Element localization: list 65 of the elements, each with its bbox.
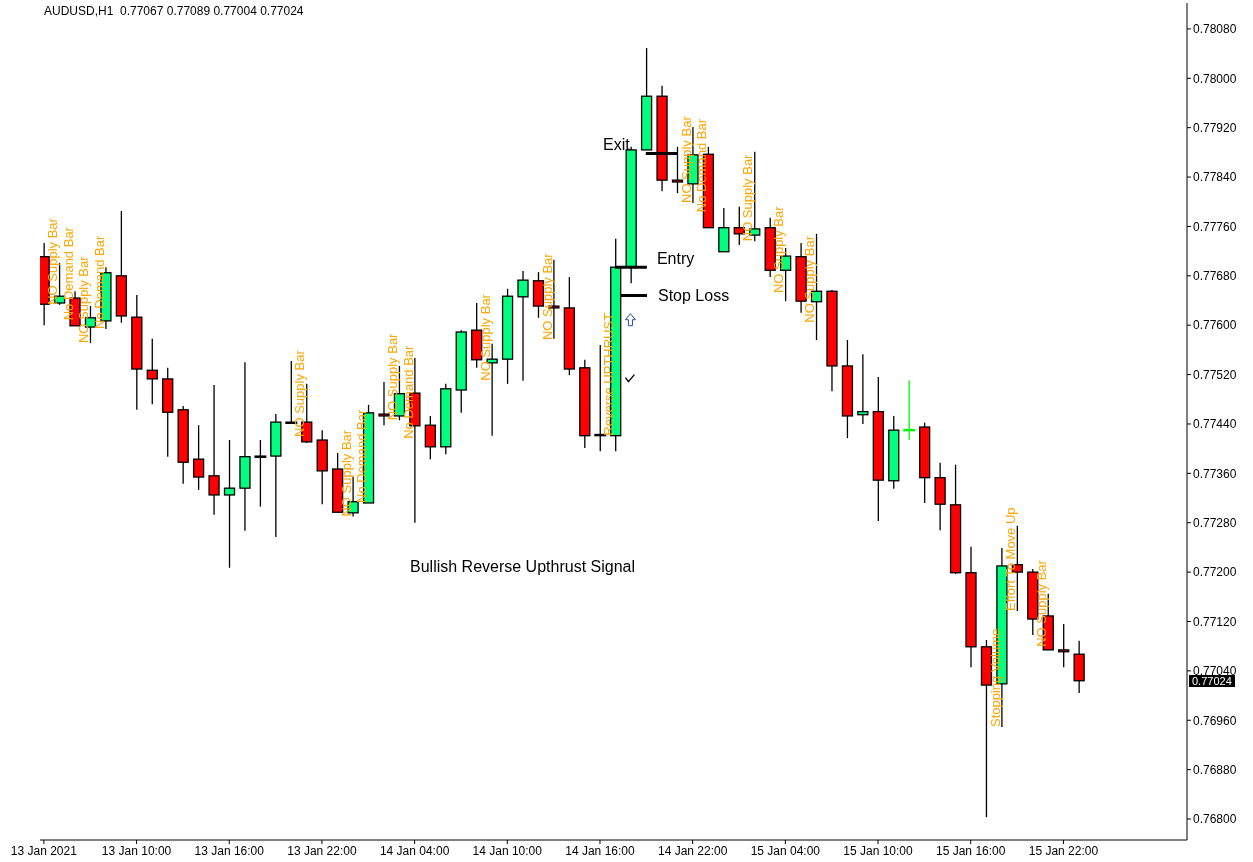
annotation: NO Supply Bar bbox=[385, 332, 401, 421]
annotation: Effort To Move Up bbox=[1003, 507, 1019, 611]
x-tick-label: 13 Jan 10:00 bbox=[101, 843, 172, 858]
x-tick-label: 13 Jan 16:00 bbox=[194, 843, 265, 858]
x-tick-label: 14 Jan 22:00 bbox=[657, 843, 728, 858]
x-tick-label: 15 Jan 22:00 bbox=[1028, 843, 1099, 858]
y-tick-label: 0.76800 bbox=[1193, 812, 1237, 827]
y-tick-label: 0.77520 bbox=[1193, 367, 1237, 382]
annotation: No Demand Bar bbox=[694, 118, 710, 213]
annotation: NO Supply Bar bbox=[771, 205, 787, 294]
annotation: No Demand Bar bbox=[354, 409, 370, 503]
annotation: No Demand Bar bbox=[400, 344, 416, 439]
annotation: NO Supply Bar bbox=[740, 153, 756, 242]
y-tick-label: 0.77920 bbox=[1193, 120, 1237, 135]
x-tick-label: 15 Jan 10:00 bbox=[843, 843, 914, 858]
candlestick bbox=[424, 415, 436, 460]
x-tick-label: 13 Jan 2021 bbox=[10, 843, 78, 858]
candlestick bbox=[517, 270, 529, 382]
y-tick-label: 0.77680 bbox=[1193, 269, 1237, 284]
annotation: Reverse UPTHRUST bbox=[601, 312, 617, 436]
y-tick-label: 0.77280 bbox=[1193, 515, 1237, 530]
candlestick bbox=[192, 424, 205, 491]
chart-title: AUDUSD,H1 0.77067 0.77089 0.77004 0.77024 bbox=[44, 4, 304, 18]
y-tick-label: 0.76880 bbox=[1193, 762, 1237, 777]
x-tick-label: 15 Jan 16:00 bbox=[936, 843, 1006, 858]
y-tick-label: 0.77600 bbox=[1193, 318, 1237, 333]
candlestick bbox=[1058, 623, 1070, 668]
annotation: NO Supply Bar bbox=[477, 293, 493, 381]
candlestick bbox=[146, 338, 158, 405]
x-tick-label: 14 Jan 10:00 bbox=[472, 843, 543, 858]
y-tick-label: 0.77200 bbox=[1193, 565, 1237, 580]
y-tick-label: 0.76960 bbox=[1193, 713, 1237, 728]
candlestick bbox=[378, 381, 390, 426]
annotation: No Demand Bar bbox=[60, 226, 76, 321]
candlestick bbox=[733, 206, 745, 246]
annotation: Exit bbox=[603, 135, 631, 153]
annotation: NO Supply Bar bbox=[292, 349, 308, 437]
x-tick-label: 14 Jan 16:00 bbox=[565, 843, 635, 858]
annotation: NO Supply Bar bbox=[45, 217, 61, 305]
annotation: NO Supply Bar bbox=[76, 255, 92, 344]
annotation: Stopping Volume bbox=[987, 628, 1003, 728]
y-tick-label: 0.77360 bbox=[1193, 466, 1237, 481]
annotation: No Demand Bar bbox=[91, 235, 107, 329]
y-tick-label: 0.77760 bbox=[1193, 219, 1237, 234]
candlestick bbox=[671, 146, 684, 194]
text: 0.77024 bbox=[1189, 675, 1235, 687]
candlestick bbox=[857, 353, 869, 425]
annotation: NO Supply Bar bbox=[1033, 559, 1049, 647]
annotation: Entry bbox=[656, 250, 695, 268]
x-tick-label: 13 Jan 22:00 bbox=[287, 843, 357, 858]
y-tick-label: 0.78080 bbox=[1193, 22, 1237, 37]
annotation: Stop Loss bbox=[658, 287, 730, 305]
x-tick-label: 14 Jan 04:00 bbox=[379, 843, 450, 858]
annotation: NO Supply Bar bbox=[678, 115, 694, 203]
annotation: Bullish Reverse Upthrust Signal bbox=[410, 558, 635, 576]
annotation: NO Supply Bar bbox=[539, 252, 555, 341]
y-tick-label: 0.77440 bbox=[1193, 417, 1237, 432]
y-tick-label: 0.78000 bbox=[1193, 71, 1237, 86]
annotation: NO Supply Bar bbox=[338, 429, 354, 517]
x-tick-label: 15 Jan 04:00 bbox=[750, 843, 821, 858]
y-tick-label: 0.77120 bbox=[1193, 614, 1237, 629]
candlestick bbox=[223, 439, 236, 569]
annotation: NO Supply Bar bbox=[802, 235, 818, 323]
y-tick-label: 0.77840 bbox=[1193, 170, 1237, 185]
candlestick bbox=[208, 384, 220, 516]
